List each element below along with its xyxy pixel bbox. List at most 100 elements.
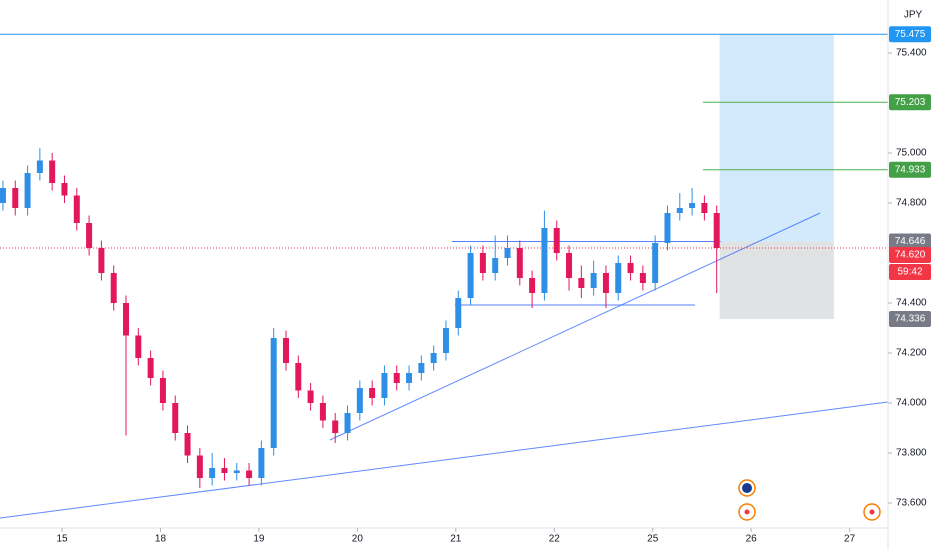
- candle-body: [332, 420, 339, 433]
- last-price-label: 74.620: [895, 250, 926, 261]
- y-tick-label: 75.400: [896, 48, 927, 59]
- candle-body: [61, 183, 68, 196]
- candle-body: [270, 338, 277, 448]
- event-dot-icon: [744, 509, 750, 515]
- x-tick-label: 15: [56, 534, 68, 545]
- candle-body: [12, 188, 19, 208]
- candle-body: [258, 448, 265, 478]
- candle-body: [73, 195, 80, 223]
- event-dot-icon: [869, 509, 875, 515]
- candle-body: [639, 273, 646, 283]
- candle-body: [615, 263, 622, 293]
- countdown-label: 59:42: [897, 267, 922, 278]
- currency-label: JPY: [904, 10, 923, 21]
- candle-body: [246, 470, 253, 478]
- stop-price-label: 74.336: [895, 314, 926, 325]
- candle-body: [442, 328, 449, 353]
- trendline: [0, 401, 889, 519]
- candle-body: [282, 338, 289, 363]
- entry-price-label: 74.646: [895, 236, 926, 247]
- x-tick-label: 27: [844, 534, 856, 545]
- candle-body: [344, 413, 351, 433]
- x-tick-label: 20: [352, 534, 364, 545]
- y-tick-label: 75.000: [896, 148, 927, 159]
- countdown-label-box: [889, 264, 931, 280]
- candle-body: [0, 188, 6, 203]
- event-flag-icon: [742, 483, 752, 493]
- candle-body: [381, 373, 388, 398]
- candle-body: [701, 203, 708, 213]
- candle-body: [455, 298, 462, 328]
- stop-price-label-box: [889, 311, 931, 327]
- tp-price-label: 74.933: [895, 164, 926, 175]
- candle-body: [541, 228, 548, 293]
- candle-body: [664, 213, 671, 243]
- candle-body: [516, 248, 523, 278]
- x-tick-label: 21: [450, 534, 462, 545]
- candle-body: [110, 273, 117, 303]
- candle-body: [36, 160, 43, 173]
- candle-body: [689, 203, 696, 208]
- candle-body: [86, 223, 93, 248]
- y-tick-label: 74.400: [896, 298, 927, 309]
- candle-body: [529, 278, 536, 293]
- target-price-label: 75.475: [895, 29, 926, 40]
- tp-price-label: 75.203: [895, 97, 926, 108]
- candle-body: [172, 403, 179, 433]
- candle-body: [49, 160, 56, 183]
- candle-body: [676, 208, 683, 213]
- candle-body: [578, 278, 585, 288]
- candle-body: [652, 243, 659, 283]
- candle-body: [221, 468, 228, 473]
- tp-price-label-box: [889, 161, 931, 178]
- candle-body: [602, 273, 609, 293]
- candle-body: [184, 433, 191, 456]
- candle-body: [566, 253, 573, 278]
- candle-body: [369, 388, 376, 398]
- candle-body: [295, 363, 302, 391]
- y-tick-label: 74.800: [896, 198, 927, 209]
- candle-body: [467, 253, 474, 298]
- candle-body: [590, 273, 597, 288]
- candle-body: [135, 335, 142, 358]
- candle-body: [356, 388, 363, 413]
- last-price-label-box: [889, 247, 931, 263]
- y-tick-label: 74.200: [896, 348, 927, 359]
- y-tick-label: 73.800: [896, 448, 927, 459]
- candle-body: [418, 363, 425, 373]
- candle-body: [713, 213, 720, 248]
- plot: [0, 33, 889, 519]
- x-tick-label: 26: [746, 534, 758, 545]
- trendline: [329, 212, 821, 441]
- target-price-label-box: [889, 26, 931, 43]
- x-tick-label: 22: [549, 534, 561, 545]
- x-tick-label: 25: [647, 534, 659, 545]
- candle-body: [24, 173, 31, 208]
- candle-body: [504, 248, 511, 258]
- candle-body: [393, 373, 400, 383]
- candle-body: [233, 470, 240, 473]
- loss-zone: [719, 241, 834, 319]
- entry-price-label-box: [889, 233, 931, 250]
- candle-body: [159, 378, 166, 403]
- events: [738, 479, 881, 521]
- x-tick-label: 18: [155, 534, 167, 545]
- y-tick-label: 73.600: [896, 498, 927, 509]
- tp-price-label-box: [889, 94, 931, 111]
- candle-body: [98, 248, 105, 273]
- candle-body: [492, 258, 499, 273]
- candle-body: [123, 303, 130, 336]
- candle-body: [147, 358, 154, 378]
- candle-body: [553, 228, 560, 253]
- x-tick-label: 19: [253, 534, 265, 545]
- candle-body: [406, 373, 413, 383]
- candle-body: [627, 263, 634, 273]
- candle-body: [430, 353, 437, 363]
- profit-zone: [719, 34, 834, 242]
- y-tick-label: 74.000: [896, 398, 927, 409]
- candle-body: [319, 403, 326, 421]
- candle-body: [209, 468, 216, 478]
- candle-body: [479, 253, 486, 273]
